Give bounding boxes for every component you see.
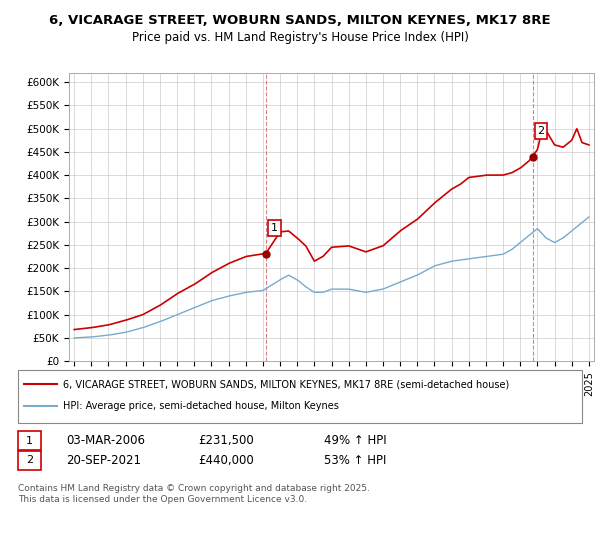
Text: Price paid vs. HM Land Registry's House Price Index (HPI): Price paid vs. HM Land Registry's House … bbox=[131, 31, 469, 44]
Text: 20-SEP-2021: 20-SEP-2021 bbox=[66, 454, 141, 467]
Text: 6, VICARAGE STREET, WOBURN SANDS, MILTON KEYNES, MK17 8RE: 6, VICARAGE STREET, WOBURN SANDS, MILTON… bbox=[49, 14, 551, 27]
Text: 1: 1 bbox=[271, 223, 278, 233]
Text: Contains HM Land Registry data © Crown copyright and database right 2025.
This d: Contains HM Land Registry data © Crown c… bbox=[18, 484, 370, 504]
Text: 1: 1 bbox=[26, 436, 33, 446]
Text: 53% ↑ HPI: 53% ↑ HPI bbox=[324, 454, 386, 467]
Text: £231,500: £231,500 bbox=[198, 434, 254, 447]
Text: HPI: Average price, semi-detached house, Milton Keynes: HPI: Average price, semi-detached house,… bbox=[63, 401, 339, 411]
Text: 49% ↑ HPI: 49% ↑ HPI bbox=[324, 434, 386, 447]
Text: 2: 2 bbox=[538, 126, 545, 136]
Text: 03-MAR-2006: 03-MAR-2006 bbox=[66, 434, 145, 447]
Text: 6, VICARAGE STREET, WOBURN SANDS, MILTON KEYNES, MK17 8RE (semi-detached house): 6, VICARAGE STREET, WOBURN SANDS, MILTON… bbox=[63, 380, 509, 390]
Text: 2: 2 bbox=[26, 455, 33, 465]
Text: £440,000: £440,000 bbox=[198, 454, 254, 467]
